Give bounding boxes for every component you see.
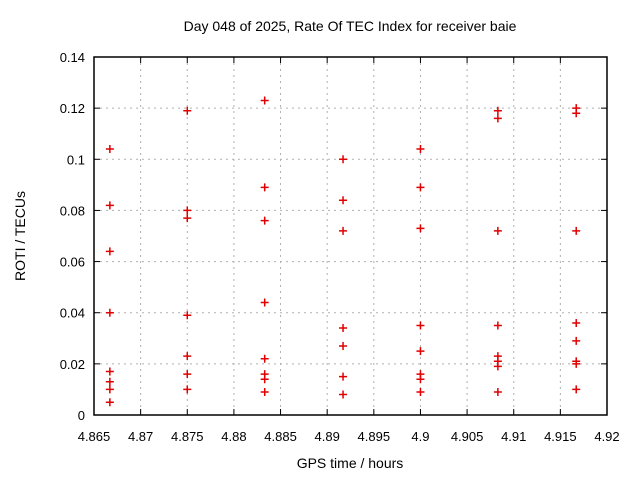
data-point-marker [416,224,425,233]
data-point-marker [105,377,114,386]
y-tick-label: 0.1 [67,152,85,167]
data-point-marker [493,387,502,396]
chart-title: Day 048 of 2025, Rate Of TEC Index for r… [184,18,517,34]
data-point-marker [572,336,581,345]
x-tick-label: 4.875 [171,429,204,444]
data-point-marker [339,372,348,381]
data-point-marker [572,385,581,394]
data-point-marker [493,362,502,371]
data-point-marker [260,216,269,225]
x-tick-label: 4.87 [128,429,153,444]
data-point-marker [339,226,348,235]
data-point-marker [105,308,114,317]
data-point-marker [260,354,269,363]
grid-layer [94,57,607,415]
data-point-marker [183,206,192,215]
data-point-marker [105,385,114,394]
y-tick-label: 0.08 [60,203,85,218]
data-point-marker [105,247,114,256]
data-point-marker [416,183,425,192]
tick-layer [93,56,608,416]
data-point-marker [572,226,581,235]
data-point-marker [260,96,269,105]
data-point-marker [183,352,192,361]
y-tick-label: 0.04 [60,306,85,321]
x-axis-label: GPS time / hours [297,455,404,471]
data-point-marker [105,398,114,407]
data-point-marker [416,347,425,356]
data-point-marker [416,375,425,384]
x-tick-label: 4.89 [315,429,340,444]
data-point-marker [105,201,114,210]
data-point-marker [260,183,269,192]
data-point-marker [339,324,348,333]
x-tick-label: 4.91 [501,429,526,444]
data-point-layer [105,96,581,407]
y-axis-label: ROTI / TECUs [12,191,28,281]
data-point-marker [183,311,192,320]
data-point-marker [260,298,269,307]
data-point-marker [339,196,348,205]
x-tick-label: 4.9 [411,429,429,444]
data-point-marker [183,385,192,394]
x-tick-label: 4.895 [358,429,391,444]
y-tick-label: 0.12 [60,101,85,116]
data-point-marker [493,321,502,330]
y-tick-label: 0.14 [60,50,85,65]
x-tick-label: 4.915 [544,429,577,444]
x-tick-label: 4.92 [594,429,619,444]
data-point-marker [493,114,502,123]
data-point-marker [416,145,425,154]
data-point-marker [572,109,581,118]
data-point-marker [572,318,581,327]
data-point-marker [416,387,425,396]
x-tick-label: 4.865 [78,429,111,444]
x-tick-label: 4.88 [221,429,246,444]
data-point-marker [260,387,269,396]
data-point-marker [339,155,348,164]
data-point-marker [260,375,269,384]
data-point-marker [105,145,114,154]
data-point-marker [183,106,192,115]
data-point-marker [183,370,192,379]
data-point-marker [572,359,581,368]
x-tick-label: 4.885 [264,429,297,444]
y-tick-label: 0.02 [60,357,85,372]
data-point-marker [105,367,114,376]
plot-border [93,56,608,416]
data-point-marker [416,321,425,330]
y-tick-label: 0.06 [60,255,85,270]
data-point-marker [339,341,348,350]
data-point-marker [183,214,192,223]
y-tick-label: 0 [78,408,85,423]
x-tick-label: 4.905 [451,429,484,444]
tick-label-layer: 4.865 4.87 4.875 4.88 4.885 4.89 4.895 4.9 4.905… [60,50,620,444]
data-point-marker [493,226,502,235]
data-point-marker [339,390,348,399]
data-point-marker [493,106,502,115]
